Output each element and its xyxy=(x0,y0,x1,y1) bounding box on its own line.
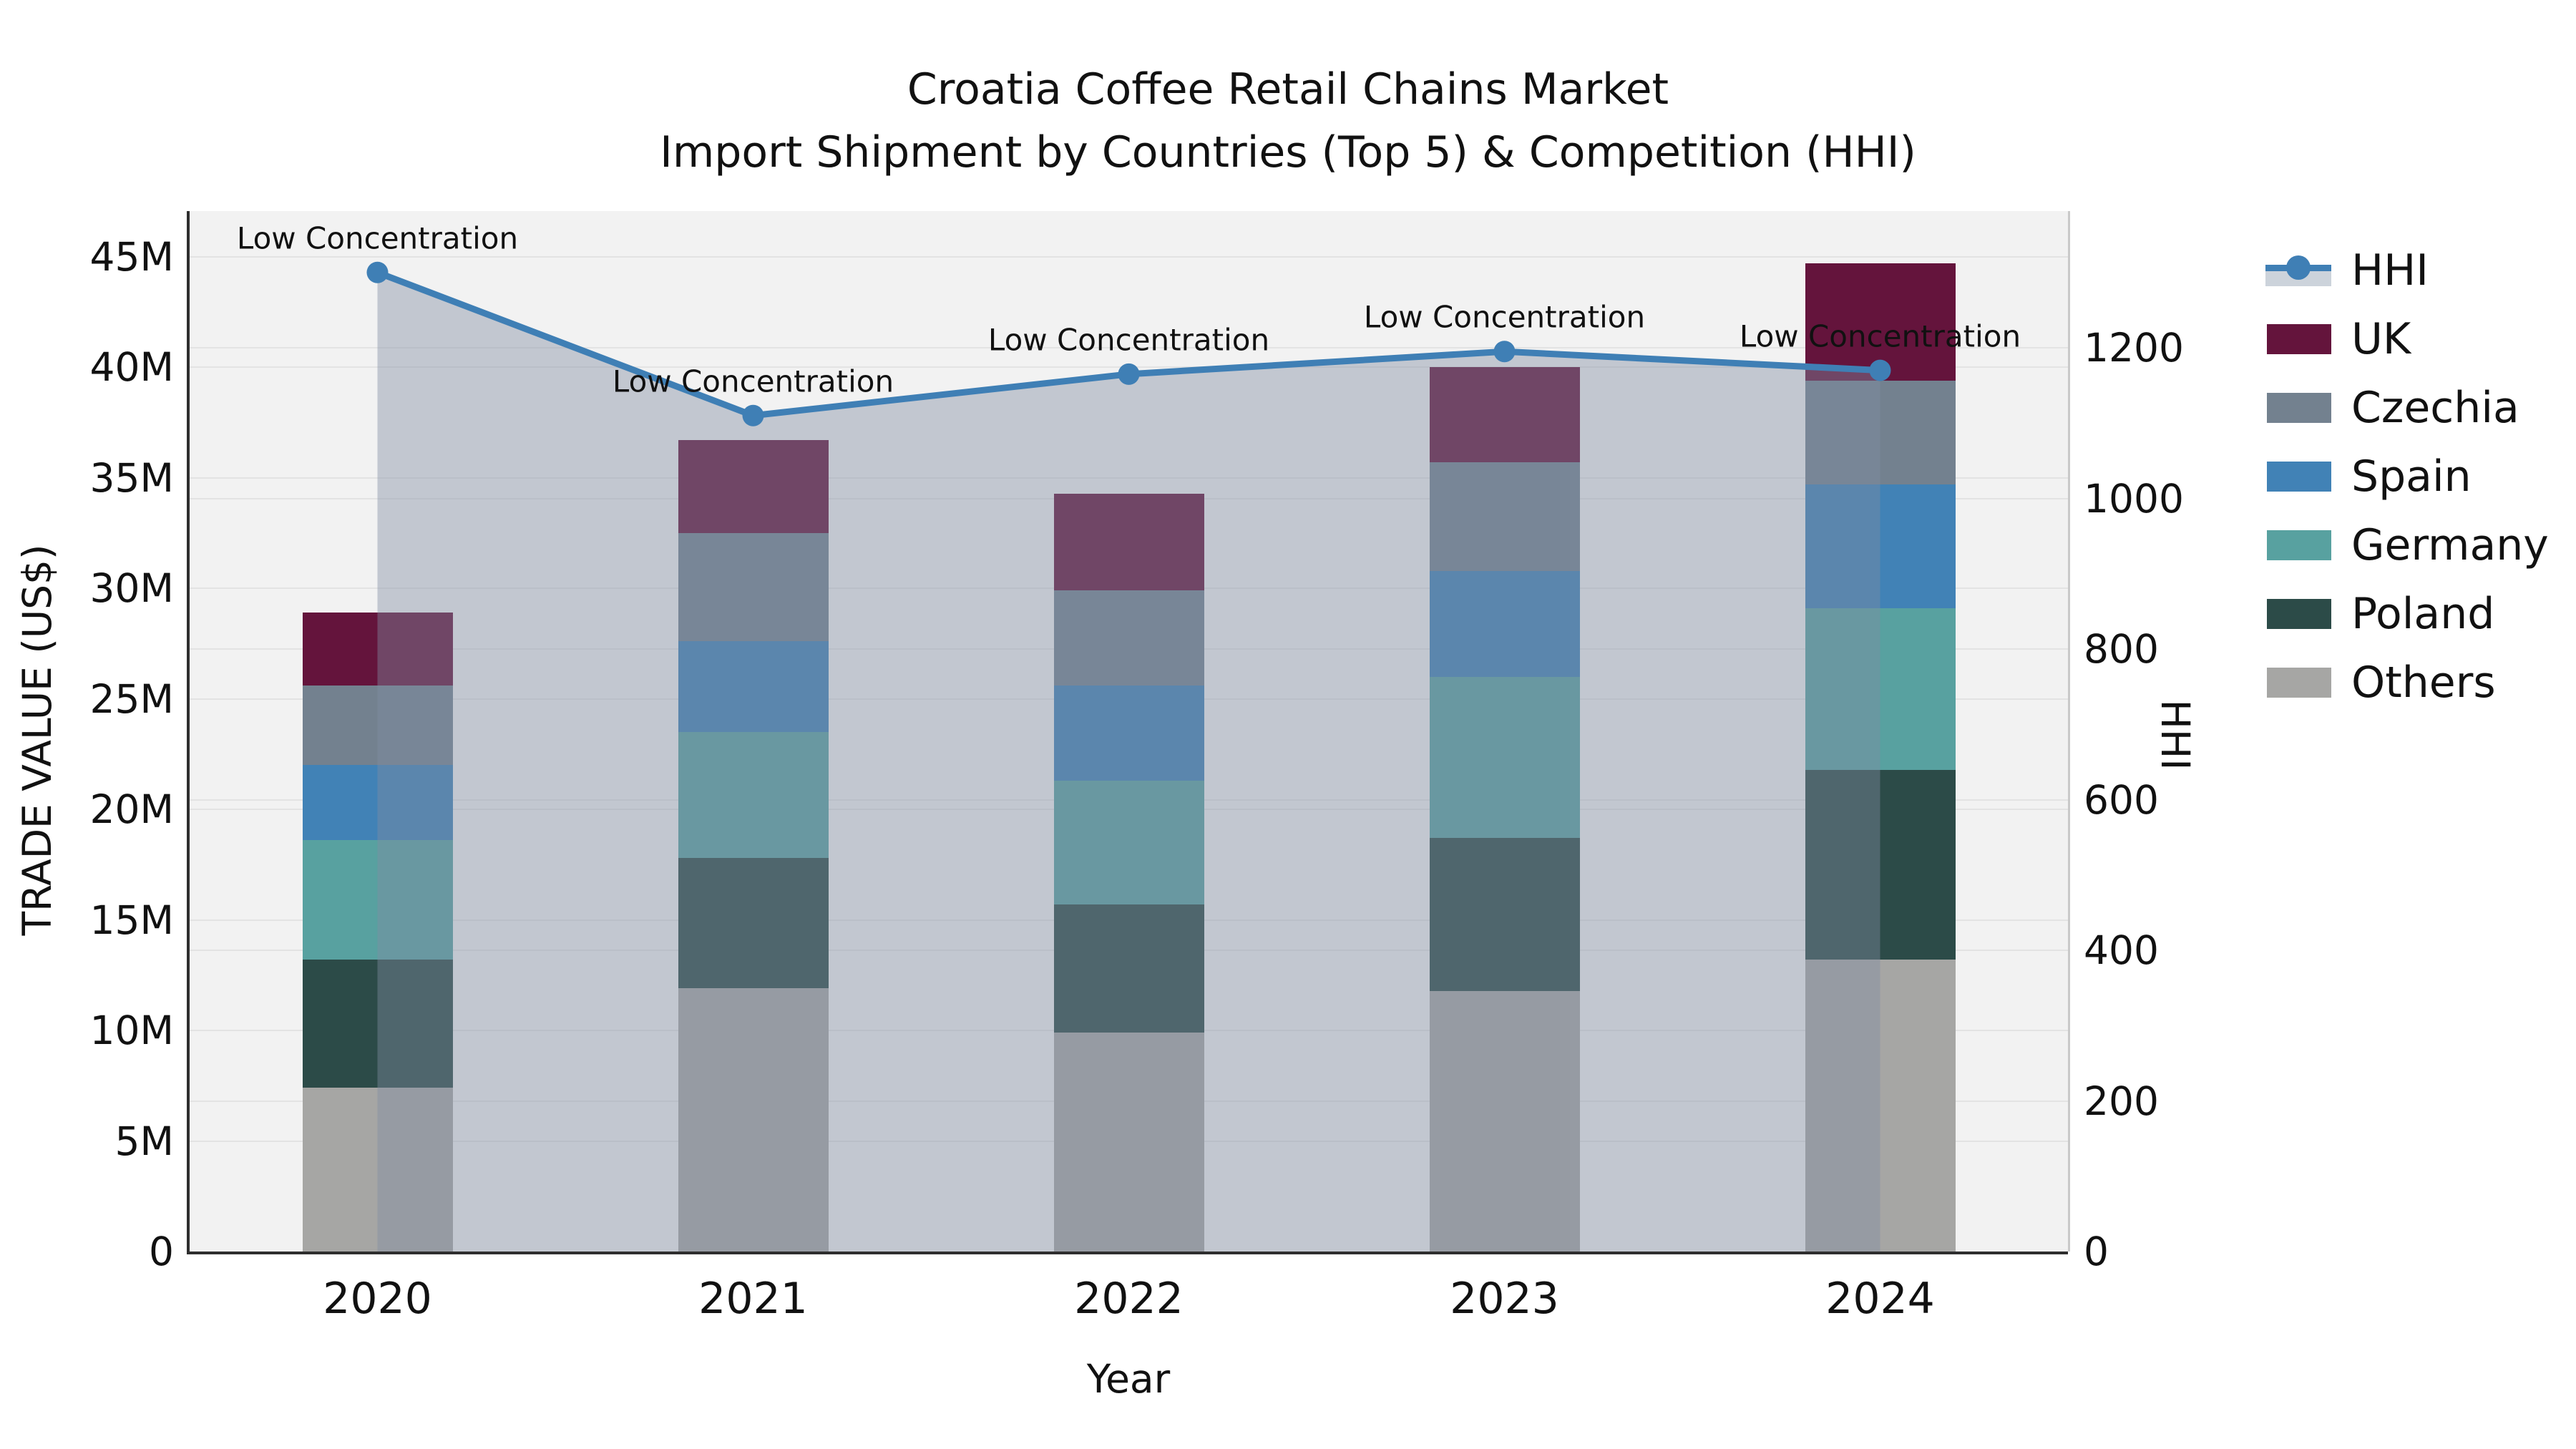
y-left-tick-30M: 30M xyxy=(89,565,174,612)
bar-segment-spain-2023 xyxy=(1429,570,1580,677)
legend-swatch-uk xyxy=(2267,324,2331,354)
hhi-marker-2023 xyxy=(1493,341,1516,363)
gridline-left-axis xyxy=(190,256,2068,258)
chart-subtitle: Import Shipment by Countries (Top 5) & C… xyxy=(660,127,1916,177)
legend-label-czechia: Czechia xyxy=(2351,383,2519,433)
y-left-tick-15M: 15M xyxy=(89,897,174,943)
y-left-tick-5M: 5M xyxy=(114,1118,174,1164)
x-tick-2024: 2024 xyxy=(1825,1274,1935,1324)
bar-segment-czechia-2020 xyxy=(302,686,453,766)
y-right-tick-0: 0 xyxy=(2084,1229,2109,1274)
legend-item-poland: Poland xyxy=(2254,580,2494,648)
legend-label-poland: Poland xyxy=(2351,589,2495,639)
bar-segment-poland-2023 xyxy=(1429,838,1580,991)
left-spine xyxy=(187,211,190,1254)
y-left-tick-25M: 25M xyxy=(89,675,174,722)
bar-segment-uk-2022 xyxy=(1053,493,1204,591)
legend-swatch-czechia xyxy=(2267,393,2331,423)
x-tick-2020: 2020 xyxy=(323,1274,432,1324)
gridline-right-axis xyxy=(190,347,2068,348)
annotation-2022: Low Concentration xyxy=(987,322,1270,358)
bar-segment-germany-2024 xyxy=(1805,608,1956,770)
x-tick-2021: 2021 xyxy=(698,1274,808,1324)
legend-item-czechia: Czechia xyxy=(2254,374,2519,442)
legend-item-spain: Spain xyxy=(2254,442,2472,511)
y-left-tick-20M: 20M xyxy=(89,786,174,833)
bar-segment-czechia-2021 xyxy=(678,533,829,642)
bar-segment-spain-2022 xyxy=(1053,686,1204,781)
x-tick-2022: 2022 xyxy=(1074,1274,1184,1324)
y-right-tick-1000: 1000 xyxy=(2084,475,2184,522)
bar-segment-poland-2022 xyxy=(1053,904,1204,1033)
bar-segment-spain-2024 xyxy=(1805,484,1956,609)
legend-swatch-others xyxy=(2267,668,2331,698)
legend-hhi-line-marker-icon xyxy=(2265,252,2331,289)
bar-segment-others-2021 xyxy=(678,988,829,1252)
bottom-spine xyxy=(187,1252,2068,1254)
legend-item-germany: Germany xyxy=(2254,511,2549,580)
legend-item-others: Others xyxy=(2254,648,2496,717)
bar-segment-others-2023 xyxy=(1429,990,1580,1252)
bar-segment-spain-2021 xyxy=(678,641,829,733)
annotation-2021: Low Concentration xyxy=(612,364,894,399)
bar-segment-poland-2024 xyxy=(1805,769,1956,960)
chart-title: Croatia Coffee Retail Chains Market xyxy=(907,64,1669,114)
bar-segment-others-2022 xyxy=(1053,1033,1204,1252)
bar-segment-others-2020 xyxy=(302,1088,453,1252)
y-left-tick-40M: 40M xyxy=(89,344,174,391)
y-left-tick-45M: 45M xyxy=(89,234,174,280)
hhi-marker-2022 xyxy=(1118,363,1140,385)
bar-segment-czechia-2023 xyxy=(1429,462,1580,571)
y-right-axis-label: HHI xyxy=(2152,699,2198,771)
bar-segment-germany-2022 xyxy=(1053,781,1204,905)
y-left-tick-0: 0 xyxy=(149,1229,174,1274)
x-tick-2023: 2023 xyxy=(1450,1274,1559,1324)
y-right-tick-200: 200 xyxy=(2084,1078,2159,1124)
legend-item-hhi: HHI xyxy=(2254,236,2429,305)
legend-swatch-poland xyxy=(2267,599,2331,629)
y-left-axis-label: TRADE VALUE (US$) xyxy=(14,544,60,936)
bar-segment-czechia-2024 xyxy=(1805,380,1956,485)
legend-swatch-spain xyxy=(2267,462,2331,492)
bar-segment-others-2024 xyxy=(1805,960,1956,1252)
hhi-area-fill xyxy=(377,272,1880,1252)
legend-item-uk: UK xyxy=(2254,305,2411,374)
bar-segment-uk-2020 xyxy=(302,613,453,686)
legend-label-spain: Spain xyxy=(2351,452,2472,502)
bar-segment-uk-2023 xyxy=(1429,367,1580,463)
x-axis-label: Year xyxy=(1086,1356,1171,1402)
y-left-tick-35M: 35M xyxy=(89,454,174,501)
bar-segment-uk-2021 xyxy=(678,440,829,534)
annotation-2024: Low Concentration xyxy=(1739,318,2021,354)
bar-segment-poland-2020 xyxy=(302,960,453,1088)
bar-segment-germany-2021 xyxy=(678,732,829,859)
annotation-2020: Low Concentration xyxy=(236,220,519,256)
bar-segment-poland-2021 xyxy=(678,858,829,989)
hhi-marker-2021 xyxy=(742,404,764,426)
right-spine xyxy=(2068,211,2070,1252)
bar-segment-czechia-2022 xyxy=(1053,590,1204,686)
legend-label-germany: Germany xyxy=(2351,520,2549,570)
legend-label-others: Others xyxy=(2351,658,2496,708)
y-right-tick-1200: 1200 xyxy=(2084,325,2184,371)
annotation-2023: Low Concentration xyxy=(1363,299,1646,335)
legend-label-uk: UK xyxy=(2351,314,2411,364)
bar-segment-germany-2023 xyxy=(1429,676,1580,839)
legend-swatch-germany xyxy=(2267,530,2331,560)
y-left-tick-10M: 10M xyxy=(89,1008,174,1054)
hhi-marker-2024 xyxy=(1869,359,1891,381)
bar-segment-germany-2020 xyxy=(302,840,453,960)
y-right-tick-400: 400 xyxy=(2084,927,2159,973)
y-right-tick-600: 600 xyxy=(2084,776,2159,823)
y-right-tick-800: 800 xyxy=(2084,626,2159,672)
hhi-marker-2020 xyxy=(366,261,389,283)
bar-segment-spain-2020 xyxy=(302,765,453,841)
legend-label-hhi: HHI xyxy=(2351,245,2429,296)
gridline-left-axis xyxy=(190,477,2068,479)
